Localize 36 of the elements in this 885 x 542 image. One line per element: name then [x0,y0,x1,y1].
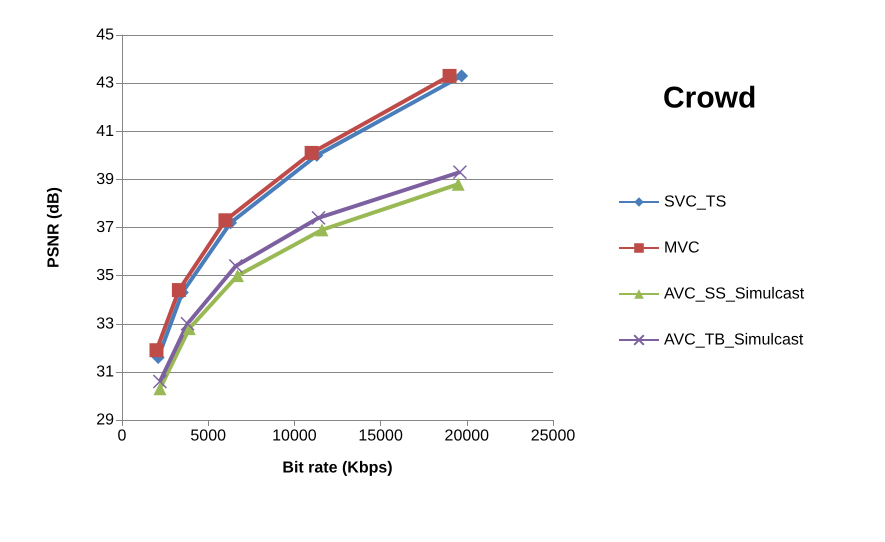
y-tick-label: 45 [96,26,114,44]
x-tick-label: 25000 [530,428,576,444]
point [231,269,244,282]
point [153,382,166,396]
point [455,69,468,82]
y-tick-label: 41 [96,122,114,140]
x-tick-label: 5000 [190,428,226,444]
point [442,68,457,83]
text: Crowd [663,82,756,114]
y-tick-label: 35 [96,267,114,284]
point [149,343,164,358]
legend-label: SVC_TS [664,194,726,210]
x-axis-title: Bit rate (Kbps) [282,460,393,476]
point [180,316,195,331]
x-tick-label: 0 [118,428,127,444]
y-tick-label: 31 [96,363,114,380]
x-tick-label: 10000 [272,428,317,444]
point [452,178,465,191]
point [228,258,244,274]
point [452,164,468,180]
x-tick-label: 15000 [358,428,403,444]
point [311,210,326,226]
y-tick-label: 33 [96,315,114,332]
point [152,374,168,389]
y-tick-label: 43 [96,74,114,92]
x-tick-label: 20000 [444,428,490,444]
y-axis-title: PSNR (dB) [46,187,62,268]
y-tick-label: 39 [96,170,114,188]
legend-label: AVC_TB_Simulcast [664,332,804,348]
legend-label: MVC [664,240,700,256]
y-tick-label: 29 [96,412,114,428]
point [315,223,328,236]
point [218,213,232,228]
legend-label: AVC_SS_Simulcast [664,286,805,302]
y-tick-label: 37 [96,219,114,236]
point [304,146,319,160]
